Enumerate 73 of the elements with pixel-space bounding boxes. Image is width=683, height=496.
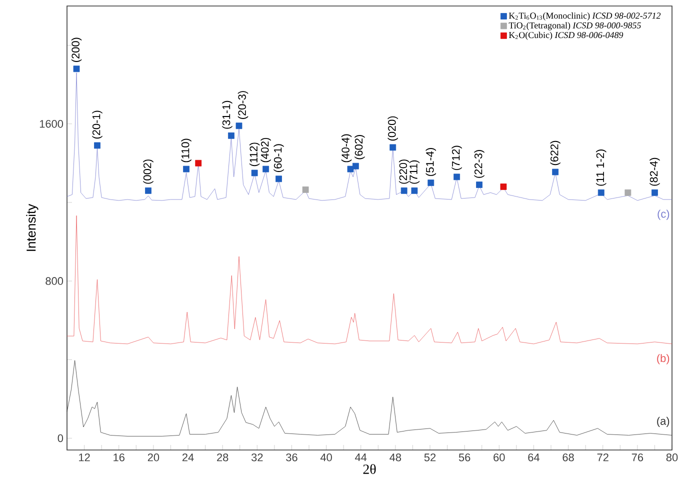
- y-tick-label: 0: [58, 434, 64, 442]
- annotation: (11 1-2): [596, 150, 606, 186]
- annotation: (602): [354, 135, 365, 160]
- y-tick-label: 1600: [40, 120, 64, 128]
- point: [352, 162, 359, 170]
- annotation: (622): [550, 140, 560, 166]
- y-tick-label: 800: [46, 277, 64, 285]
- point: [302, 186, 309, 193]
- x-tick-label: 28: [217, 454, 228, 462]
- point: [428, 180, 434, 186]
- annotation: (20-1): [92, 110, 102, 139]
- point: [454, 174, 460, 180]
- x-tick-label: 64: [528, 454, 540, 462]
- point: [400, 187, 408, 194]
- point: [94, 142, 100, 149]
- x-tick-label: 20: [148, 454, 160, 462]
- point: [624, 189, 632, 196]
- legend-label: TiO$_{2}$(Tetragonal) ICSD 98-000-9855: [508, 22, 641, 30]
- series-label: (c): [658, 210, 670, 220]
- point: [652, 189, 658, 196]
- x-tick-label: 76: [632, 454, 644, 462]
- x-tick-label: 12: [79, 454, 90, 462]
- annotation: (20-3): [238, 91, 248, 119]
- point: [73, 66, 80, 72]
- point: [145, 187, 152, 194]
- x-tick-label: 24: [182, 454, 194, 462]
- point: [236, 122, 242, 130]
- annotation: (31-1): [222, 100, 232, 129]
- annotation: (112): [249, 142, 260, 166]
- point: [195, 160, 202, 166]
- point: [476, 182, 482, 188]
- annotation: (60-1): [274, 144, 284, 172]
- x-tick-label: 72: [597, 454, 608, 462]
- x-tick-label: 80: [666, 454, 678, 462]
- point: [262, 166, 269, 172]
- point: [251, 170, 258, 176]
- point: [183, 166, 190, 172]
- annotation: (40-4): [341, 134, 352, 162]
- legend-label: K$_{2}$O(Cubic) ICSD 98-006-0489: [508, 32, 624, 40]
- point: [347, 166, 354, 172]
- point: [500, 184, 507, 190]
- point: [552, 168, 559, 176]
- x-tick-label: 44: [355, 454, 367, 462]
- point: [390, 144, 396, 151]
- y-axis-title: Intensity: [26, 204, 38, 251]
- series-label: (a): [657, 416, 670, 428]
- point: [598, 189, 604, 196]
- annotation: (82-4): [650, 158, 660, 186]
- annotation: (711): [409, 160, 420, 184]
- x-tick-label: 48: [390, 454, 402, 462]
- annotation: (020): [388, 116, 398, 141]
- point: [276, 176, 282, 182]
- x-tick-label: 36: [286, 454, 298, 462]
- annotation: (200): [71, 38, 82, 62]
- x-axis-title: 2θ: [363, 464, 376, 474]
- legend-label: K$_{2}$Ti$_{6}$O$_{13}$(Monoclinic) ICSD 98-002-5712: [508, 12, 661, 21]
- point: [411, 187, 418, 194]
- point: [228, 132, 234, 139]
- x-tick-label: 32: [251, 454, 263, 462]
- x-tick-label: 56: [458, 454, 470, 462]
- annotation: (220): [398, 160, 410, 184]
- series-label: (b): [657, 354, 670, 364]
- annotation: (22-3): [474, 150, 484, 178]
- annotation: (110): [181, 138, 192, 162]
- x-tick-label: 16: [114, 454, 124, 462]
- annotation: (402): [260, 138, 271, 162]
- x-tick-label: 60: [494, 454, 505, 462]
- x-tick-label: 52: [424, 454, 436, 462]
- annotation: (712): [452, 146, 462, 170]
- x-tick-label: 68: [562, 454, 574, 462]
- annotation: (002): [143, 160, 154, 184]
- annotation: (51-4): [426, 148, 436, 176]
- x-tick-label: 40: [320, 454, 332, 462]
